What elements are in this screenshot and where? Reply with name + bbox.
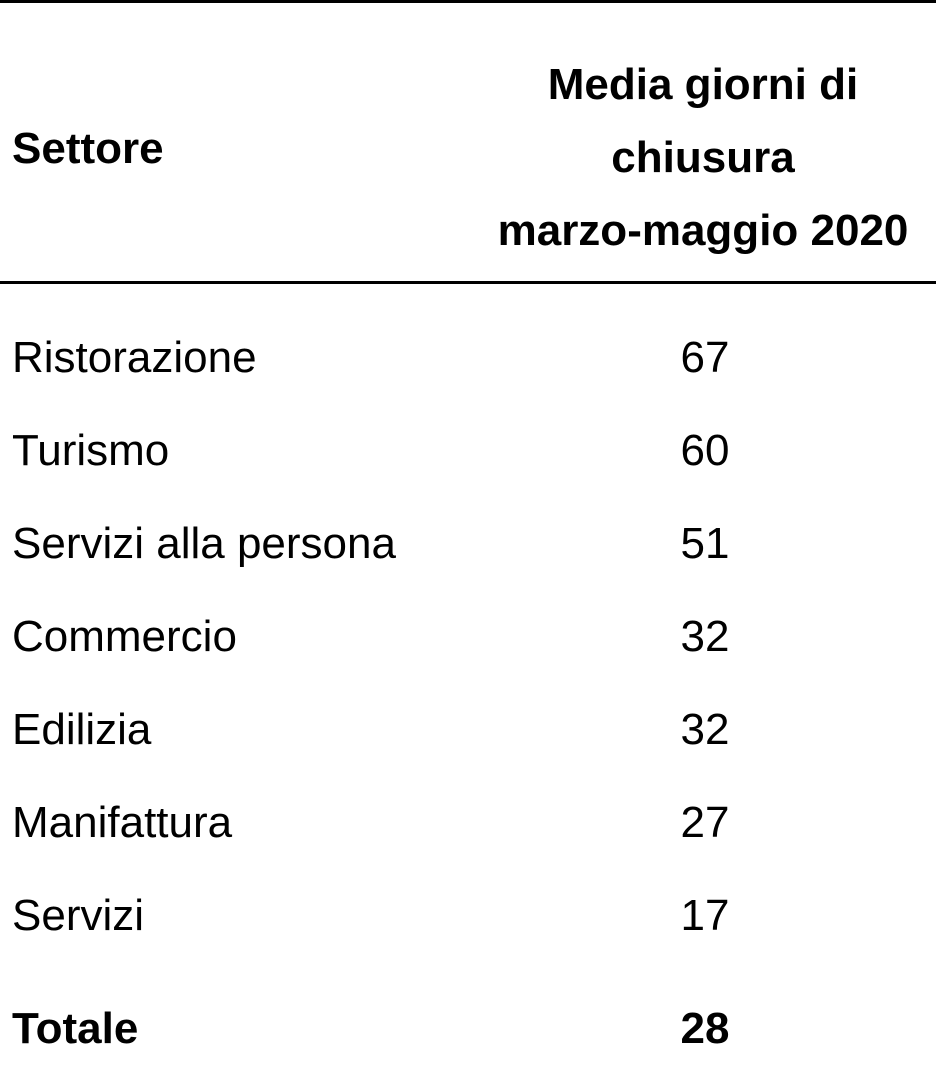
sector-label: Edilizia (12, 705, 152, 754)
closure-days-value: 51 (680, 519, 730, 568)
column-header-value-line: chiusura (611, 133, 795, 182)
closure-days-value: 27 (680, 798, 730, 847)
sector-label: Manifattura (12, 798, 233, 847)
sector-label: Servizi alla persona (12, 519, 396, 568)
column-header-value-line: marzo-maggio 2020 (497, 206, 909, 255)
column-header-value: Media giorni di chiusura marzo-maggio 20… (470, 48, 936, 267)
table-row: Edilizia 32 (0, 700, 936, 760)
table-total-row: Totale 28 (0, 999, 936, 1059)
sector-label: Ristorazione (12, 333, 257, 382)
total-value: 28 (680, 1004, 730, 1053)
table-row: Servizi 17 (0, 886, 936, 946)
table-row: Turismo 60 (0, 421, 936, 481)
sector-label: Turismo (12, 426, 170, 475)
total-label: Totale (12, 1004, 139, 1053)
table-row: Servizi alla persona 51 (0, 514, 936, 574)
header-divider-rule (0, 281, 936, 284)
table-top-rule (0, 0, 936, 3)
closure-days-value: 60 (680, 426, 730, 475)
closure-days-value: 32 (680, 612, 730, 661)
table-row: Ristorazione 67 (0, 328, 936, 388)
column-header-value-line: Media giorni di (547, 60, 859, 109)
sector-label: Commercio (12, 612, 237, 661)
sector-label: Servizi (12, 891, 145, 940)
table-row: Manifattura 27 (0, 793, 936, 853)
table-row: Commercio 32 (0, 607, 936, 667)
column-header-sector: Settore (12, 124, 164, 173)
closure-days-value: 32 (680, 705, 730, 754)
closure-days-value: 67 (680, 333, 730, 382)
closure-days-value: 17 (680, 891, 730, 940)
